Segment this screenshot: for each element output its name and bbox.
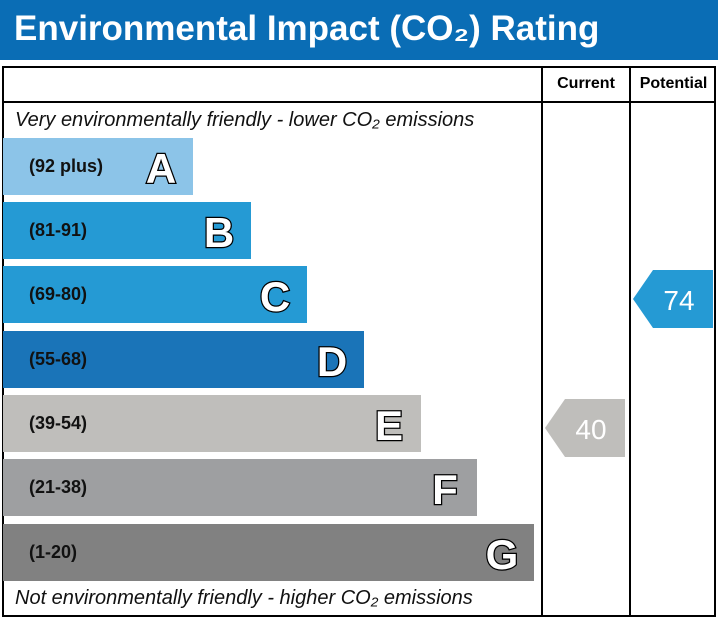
band-range: (69-80) xyxy=(29,284,88,304)
band-letter: G xyxy=(484,530,519,576)
band-letter: D xyxy=(316,337,349,383)
band-F: (21-38) F xyxy=(3,459,477,516)
band-letter: C xyxy=(259,272,292,318)
bottom-note: Not environmentally friendly - higher CO… xyxy=(15,587,473,609)
svg-text:74: 74 xyxy=(663,285,694,316)
current-column-header: Current xyxy=(557,75,615,92)
potential-rating-arrow: 74 xyxy=(633,270,713,328)
band-range: (92 plus) xyxy=(29,156,104,176)
band-range: (81-91) xyxy=(29,220,88,240)
band-letter: A xyxy=(145,144,178,190)
divider xyxy=(541,66,543,617)
svg-text:A: A xyxy=(146,145,176,190)
band-E: (39-54) E xyxy=(3,395,421,452)
band-range: (55-68) xyxy=(29,349,88,369)
band-G: (1-20) G xyxy=(3,524,534,581)
band-D: (55-68) D xyxy=(3,331,364,388)
svg-text:F: F xyxy=(432,466,458,511)
svg-text:E: E xyxy=(375,402,403,447)
divider xyxy=(2,101,716,103)
band-C: (69-80) C xyxy=(3,266,307,323)
svg-text:C: C xyxy=(260,273,290,318)
band-range: (39-54) xyxy=(29,413,88,433)
band-letter: F xyxy=(431,465,459,511)
svg-text:B: B xyxy=(204,209,234,254)
svg-text:G: G xyxy=(486,531,519,576)
band-range: (21-38) xyxy=(29,477,88,497)
header-banner: Environmental Impact (CO₂) Rating xyxy=(0,0,718,60)
potential-column-header: Potential xyxy=(639,75,708,92)
band-B: (81-91) B xyxy=(3,202,251,259)
svg-text:40: 40 xyxy=(575,414,606,445)
band-letter: E xyxy=(374,401,405,447)
band-A: (92 plus) A xyxy=(3,138,193,195)
title: Environmental Impact (CO₂) Rating xyxy=(14,9,600,48)
band-letter: B xyxy=(203,208,236,254)
band-range: (1-20) xyxy=(29,542,78,562)
divider xyxy=(629,66,631,617)
top-note: Very environmentally friendly - lower CO… xyxy=(15,109,475,131)
svg-text:D: D xyxy=(317,338,347,383)
current-rating-arrow: 40 xyxy=(545,399,625,457)
